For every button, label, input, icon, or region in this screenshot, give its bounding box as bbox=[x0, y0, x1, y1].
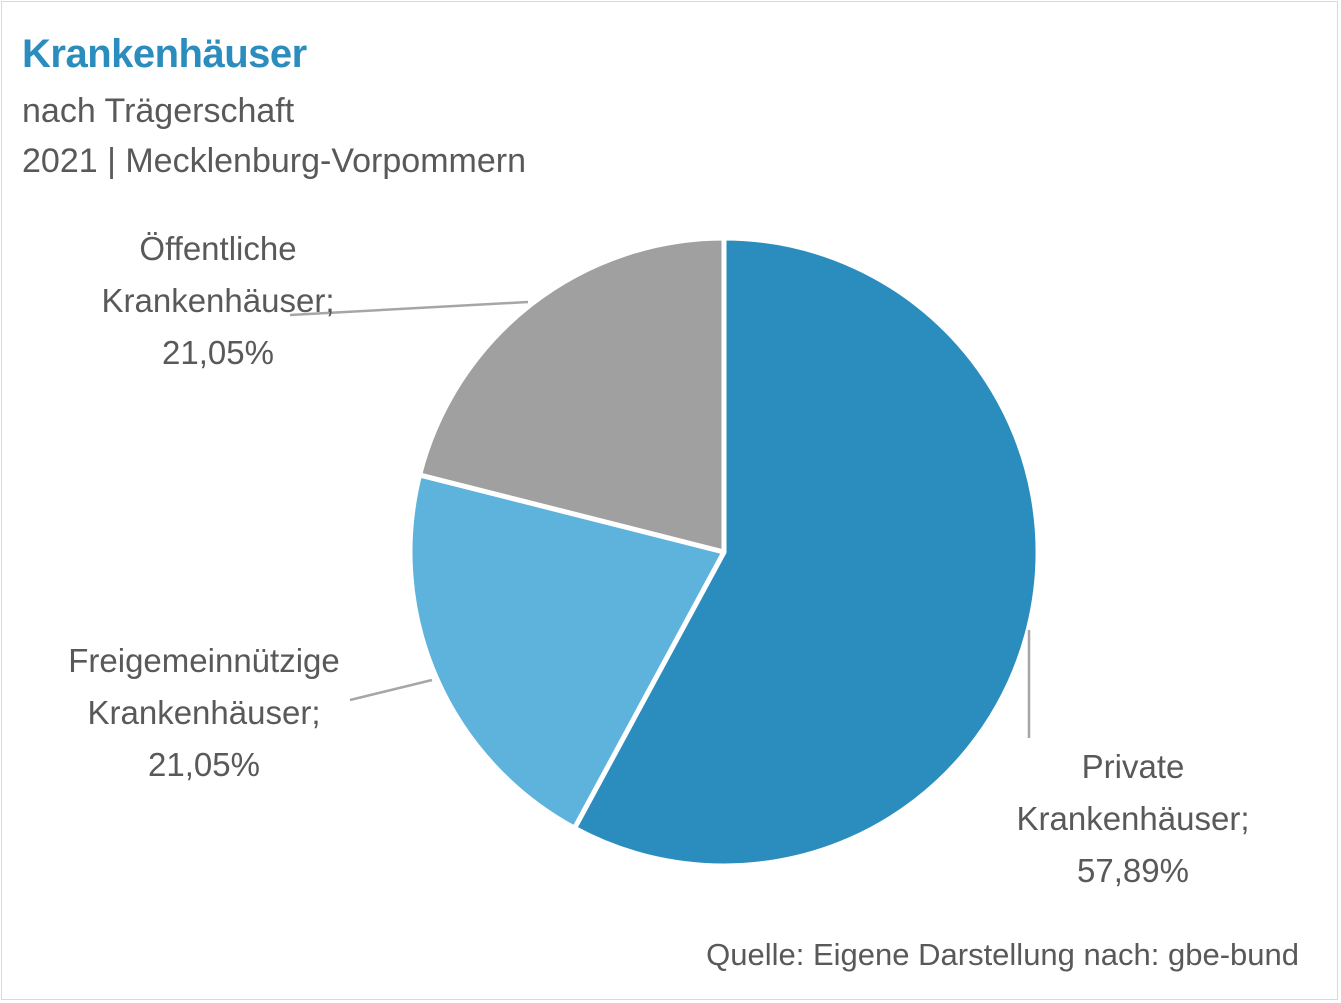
slice-label-2-line-2: Krankenhäuser; bbox=[88, 694, 321, 731]
pie-slice-1 bbox=[572, 235, 1041, 869]
leader-line-3 bbox=[289, 300, 529, 317]
slice-label-1-line-3: 57,89% bbox=[1077, 852, 1189, 889]
pie-slice-2 bbox=[407, 472, 727, 831]
chart-title: Krankenhäuser bbox=[22, 32, 307, 76]
slice-label-1-line-1: Private bbox=[1082, 748, 1185, 785]
slice-label-3-line-1: Öffentliche bbox=[139, 230, 296, 267]
slice-label-3-line-2: Krankenhäuser; bbox=[102, 282, 335, 319]
pie-slice-3 bbox=[417, 235, 727, 555]
slice-label-1-line-2: Krankenhäuser; bbox=[1017, 800, 1250, 837]
slice-label-2-line-3: 21,05% bbox=[148, 746, 260, 783]
source-note: Quelle: Eigene Darstellung nach: gbe-bun… bbox=[706, 937, 1299, 972]
chart-subtitle-year-region: 2021 | Mecklenburg-Vorpommern bbox=[22, 142, 526, 180]
slice-label-2-line-1: Freigemeinnützige bbox=[68, 642, 339, 679]
slice-label-3-line-3: 21,05% bbox=[162, 334, 274, 371]
chart-subtitle: nach Trägerschaft bbox=[22, 92, 295, 130]
leader-line-2 bbox=[349, 678, 433, 702]
